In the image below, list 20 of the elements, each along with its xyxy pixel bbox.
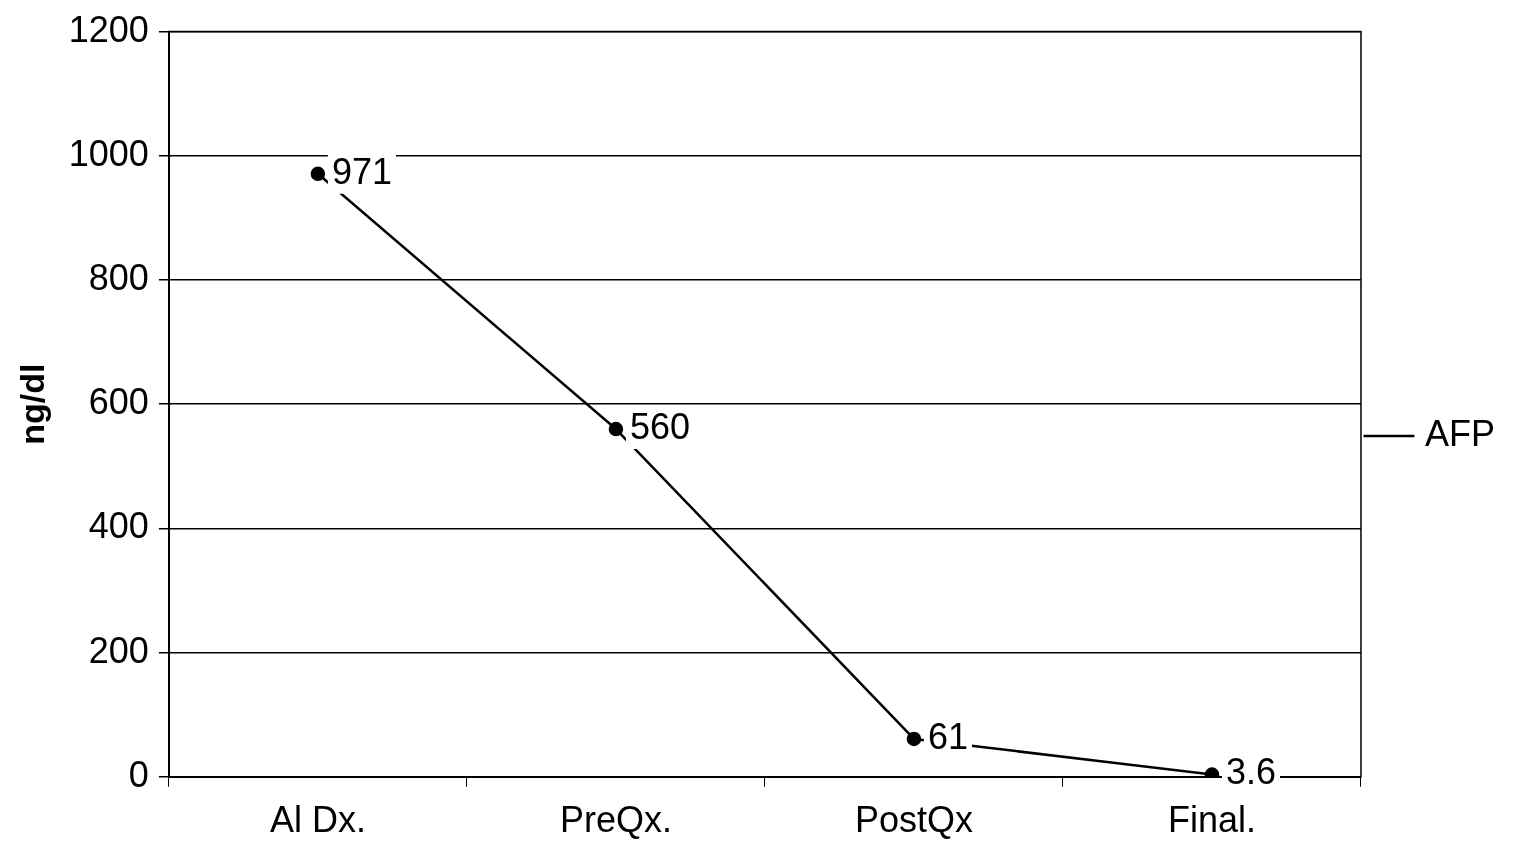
x-tick-label: Final. bbox=[1167, 799, 1256, 841]
point bbox=[608, 421, 624, 437]
y-tick-label: 600 bbox=[88, 381, 149, 423]
y-axis-title: ng/dl bbox=[12, 363, 51, 445]
y-tick-label: 0 bbox=[128, 753, 149, 795]
point bbox=[310, 166, 326, 182]
x-tick-label: PreQx. bbox=[559, 799, 672, 841]
data-label: 560 bbox=[629, 405, 690, 447]
legend-label: AFP bbox=[1424, 412, 1495, 454]
point bbox=[906, 731, 922, 747]
y-tick-label: 800 bbox=[88, 256, 149, 298]
x-tick-label: PostQx bbox=[854, 799, 973, 841]
y-tick-label: 200 bbox=[88, 629, 149, 671]
data-label: 971 bbox=[331, 150, 392, 192]
y-tick-label: 1200 bbox=[68, 8, 149, 50]
data-label: 61 bbox=[927, 715, 968, 757]
data-label: 3.6 bbox=[1225, 751, 1277, 793]
x-tick-label: Al Dx. bbox=[269, 799, 366, 841]
y-tick-label: 1000 bbox=[68, 132, 149, 174]
y-tick-label: 400 bbox=[88, 505, 149, 547]
